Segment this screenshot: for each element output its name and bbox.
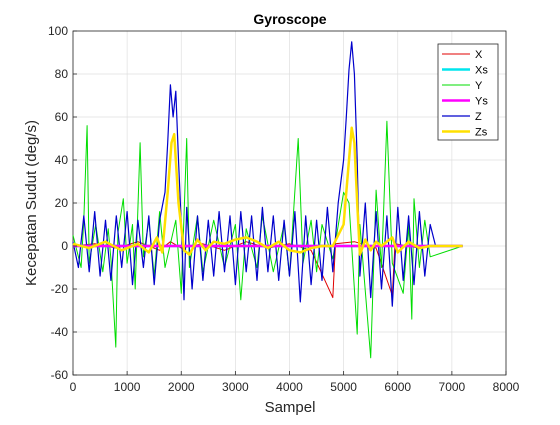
x-tick-label: 2000 (168, 380, 195, 394)
x-axis-ticks: 0 1000 2000 3000 4000 5000 6000 7000 8000 (70, 371, 520, 394)
x-tick-label: 6000 (384, 380, 411, 394)
y-tick-label: -40 (51, 325, 69, 339)
y-tick-label: -20 (51, 282, 69, 296)
y-tick-label: 40 (55, 153, 69, 167)
chart-title: Gyroscope (253, 11, 326, 27)
legend-box (437, 43, 499, 141)
x-tick-label: 0 (70, 380, 77, 394)
legend-label-zs: Zs (475, 127, 488, 139)
series-group (72, 41, 463, 359)
series-line-z (72, 41, 463, 307)
x-tick-label: 3000 (222, 380, 249, 394)
y-tick-label: -60 (51, 368, 69, 382)
y-tick-label: 80 (55, 67, 69, 81)
y-tick-label: 20 (55, 196, 69, 210)
legend-label-z: Z (475, 111, 482, 123)
legend-label-y: Y (475, 80, 483, 92)
series-line-y (72, 120, 463, 359)
x-tick-label: 7000 (439, 380, 466, 394)
series-line-zs (72, 126, 463, 256)
x-tick-label: 4000 (276, 380, 303, 394)
x-tick-label: 8000 (493, 380, 520, 394)
y-tick-label: 60 (55, 110, 69, 124)
legend: X Xs Y Ys Z Zs (437, 43, 499, 141)
legend-label-ys: Ys (475, 96, 488, 108)
y-axis-ticks: -60 -40 -20 0 20 40 60 80 100 (48, 24, 77, 382)
legend-label-x: X (475, 49, 483, 61)
y-axis-label: Kecepatan Sudut (deg/s) (23, 120, 40, 286)
y-tick-label: 0 (61, 239, 68, 253)
legend-label-xs: Xs (475, 65, 488, 77)
x-axis-label: Sampel (265, 399, 316, 416)
y-tick-label: 100 (48, 24, 68, 38)
x-tick-label: 5000 (330, 380, 357, 394)
x-tick-label: 1000 (114, 380, 141, 394)
